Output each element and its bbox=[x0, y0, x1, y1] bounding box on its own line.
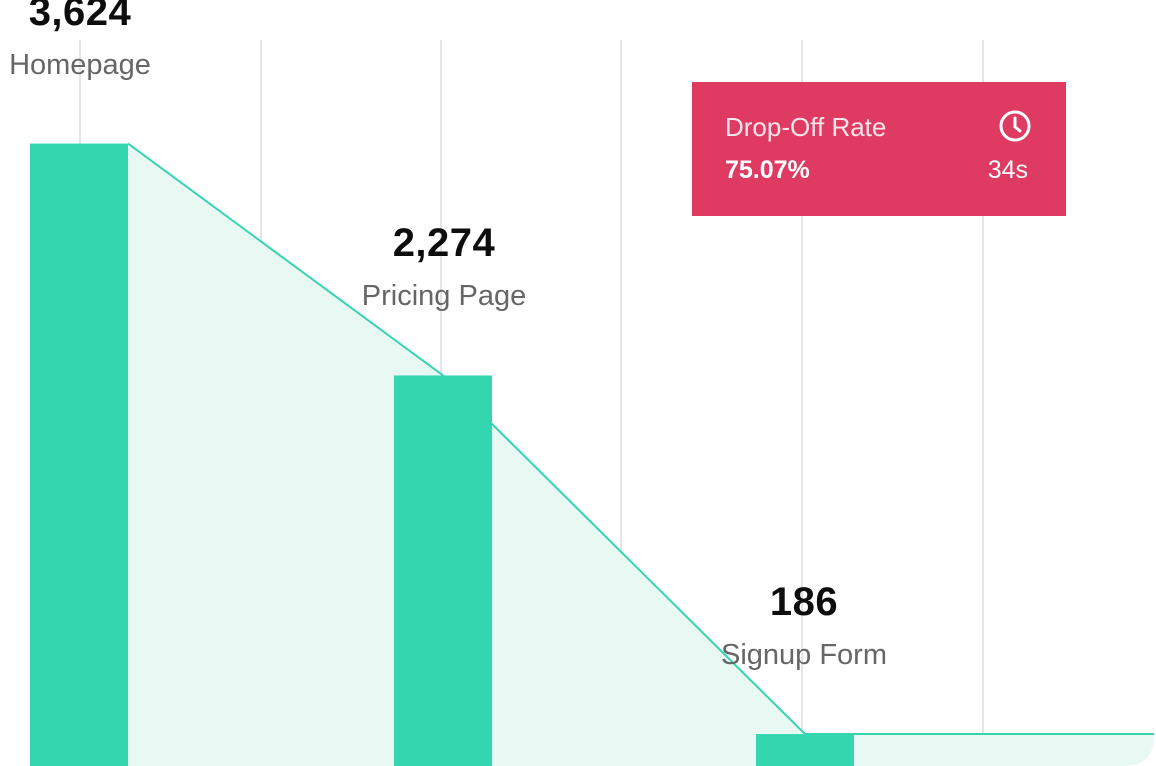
bar-pricing-page bbox=[394, 375, 492, 766]
stage-label: Pricing Page bbox=[361, 280, 527, 313]
stage-label: Homepage bbox=[9, 48, 151, 81]
stage-value: 3,624 bbox=[28, 0, 132, 34]
stage-label: Signup Form bbox=[720, 639, 887, 672]
funnel-area bbox=[30, 143, 1154, 766]
funnel-line bbox=[127, 142, 1154, 736]
bars-group bbox=[30, 143, 854, 766]
dropoff-title: Drop-Off Rate bbox=[725, 112, 887, 142]
clock-icon bbox=[999, 110, 1031, 142]
bar-homepage bbox=[30, 143, 128, 766]
stage-value: 186 bbox=[769, 580, 839, 625]
dropoff-time: 34s bbox=[987, 156, 1028, 184]
dropoff-rate: 75.07% bbox=[725, 156, 810, 184]
dropoff-card: Drop-Off Rate 75.07% 34s bbox=[692, 82, 1066, 216]
bar-signup-form bbox=[756, 734, 854, 766]
stage-value: 2,274 bbox=[392, 221, 496, 266]
